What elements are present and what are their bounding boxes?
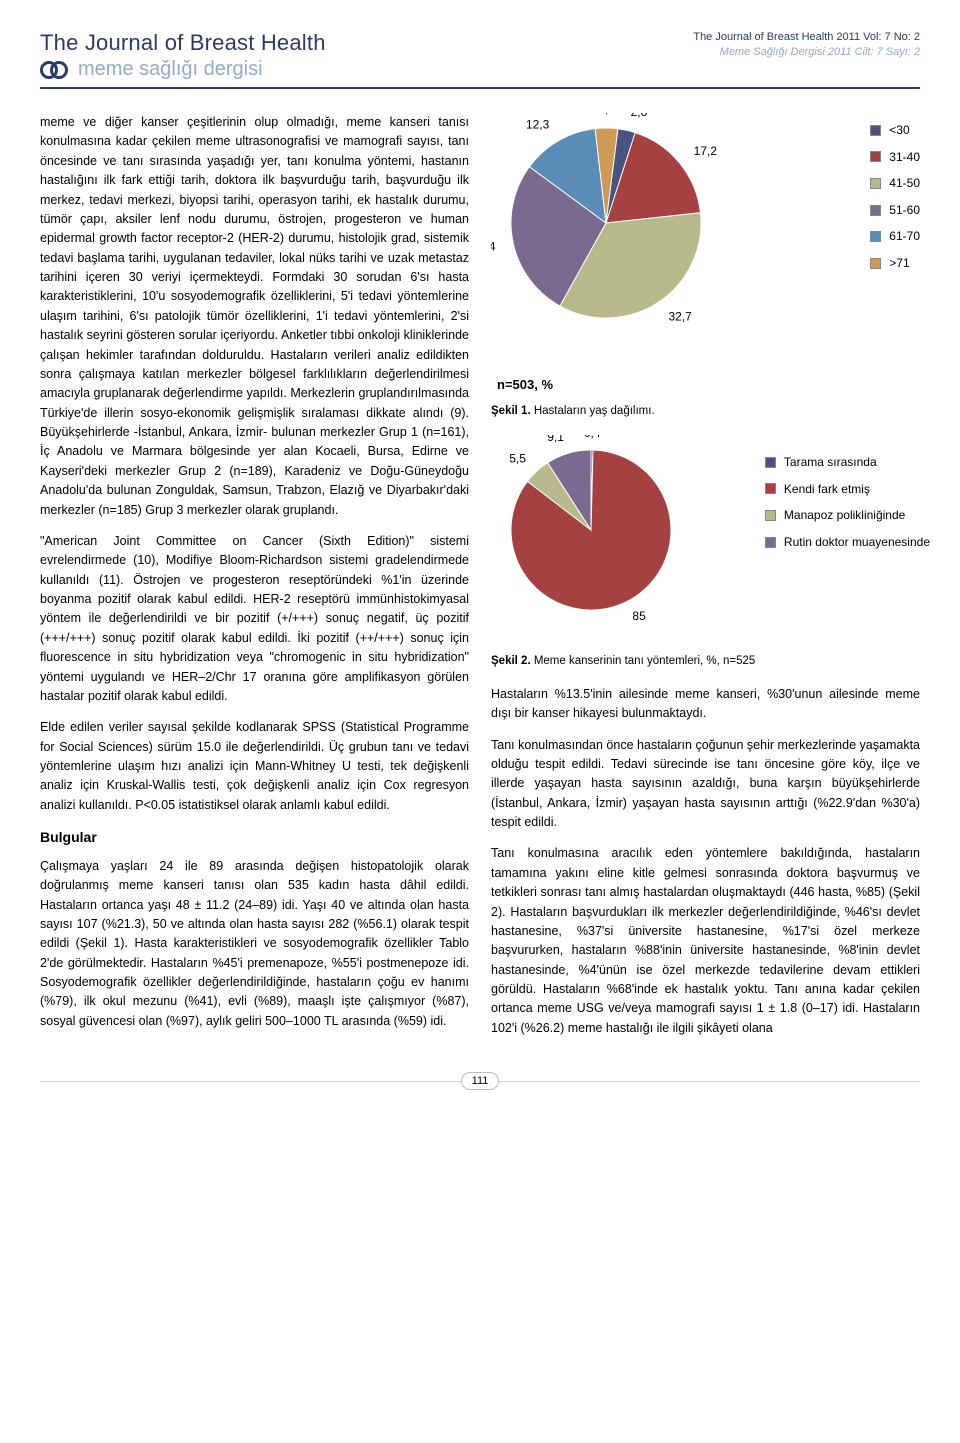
legend-item: 51-60 — [870, 201, 920, 220]
svg-text:9,1: 9,1 — [547, 435, 564, 444]
journal-title-tr: meme sağlığı dergisi — [78, 58, 263, 81]
svg-text:3,6: 3,6 — [598, 113, 615, 116]
legend-swatch-icon — [765, 510, 776, 521]
legend-label: Manapoz polikliniğinde — [784, 506, 905, 525]
issue-info: The Journal of Breast Health 2011 Vol: 7… — [693, 30, 920, 61]
body-paragraph: Tanı konulmasından önce hastaların çoğun… — [491, 736, 920, 833]
svg-text:32,7: 32,7 — [669, 309, 693, 323]
issue-en: The Journal of Breast Health 2011 Vol: 7… — [693, 30, 920, 45]
figure-1: 2,8 17,2 32,7 25,4 12,3 3,6 <30 31-40 41-50 51-6… — [491, 113, 920, 421]
page-footer: 111 — [40, 1072, 920, 1090]
journal-logo-block: The Journal of Breast Health meme sağlığ… — [40, 30, 326, 81]
figure-2-caption-head: Şekil 2. — [491, 655, 531, 667]
legend-label: 31-40 — [889, 148, 920, 167]
masthead: The Journal of Breast Health meme sağlığ… — [40, 30, 920, 89]
svg-text:0,4: 0,4 — [584, 435, 601, 440]
body-paragraph: Hastaların %13.5'inin ailesinde meme kan… — [491, 685, 920, 724]
pie-chart-2: 0,4 85 5,5 9,1 — [491, 435, 711, 635]
svg-text:17,2: 17,2 — [694, 144, 718, 158]
column-left: meme ve diğer kanser çeşitlerinin olup o… — [40, 113, 469, 1050]
legend-swatch-icon — [765, 537, 776, 548]
svg-text:12,3: 12,3 — [526, 117, 550, 131]
legend-swatch-icon — [870, 231, 881, 242]
issue-tr: Meme Sağlığı Dergisi 2011 Cilt: 7 Sayı: … — [693, 45, 920, 60]
svg-text:85: 85 — [632, 609, 646, 623]
figure-1-caption-text: Hastaların yaş dağılımı. — [531, 405, 655, 417]
legend-label: 51-60 — [889, 201, 920, 220]
figure-2: 0,4 85 5,5 9,1 Tarama sırasında Kendi fark e… — [491, 435, 920, 671]
body-paragraph: Elde edilen veriler sayısal şekilde kodl… — [40, 718, 469, 815]
legend-swatch-icon — [870, 151, 881, 162]
legend-item: <30 — [870, 121, 920, 140]
legend-swatch-icon — [765, 457, 776, 468]
legend-swatch-icon — [870, 258, 881, 269]
page-number: 111 — [461, 1072, 500, 1090]
legend-item: Tarama sırasında — [765, 453, 930, 472]
legend-label: Tarama sırasında — [784, 453, 877, 472]
column-right: 2,8 17,2 32,7 25,4 12,3 3,6 <30 31-40 41-50 51-6… — [491, 113, 920, 1050]
legend-swatch-icon — [870, 205, 881, 216]
svg-text:25,4: 25,4 — [491, 239, 496, 253]
legend-label: <30 — [889, 121, 909, 140]
body-paragraph: Tanı konulmasına aracılık eden yöntemler… — [491, 844, 920, 1038]
body-paragraph: Çalışmaya yaşları 24 ile 89 arasında değ… — [40, 857, 469, 1031]
legend-item: 61-70 — [870, 227, 920, 246]
svg-text:2,8: 2,8 — [631, 113, 648, 119]
legend-item: Rutin doktor muayenesinde — [765, 533, 930, 552]
legend-swatch-icon — [870, 125, 881, 136]
legend-swatch-icon — [870, 178, 881, 189]
figure-2-caption: Şekil 2. Meme kanserinin tanı yöntemleri… — [491, 653, 920, 671]
legend-item: Kendi fark etmiş — [765, 480, 930, 499]
pie-1-legend: <30 31-40 41-50 51-60 61-70 >71 — [870, 121, 920, 281]
legend-label: Kendi fark etmiş — [784, 480, 870, 499]
logo-rings-icon — [40, 61, 68, 79]
legend-item: 41-50 — [870, 174, 920, 193]
pie-chart-1: 2,8 17,2 32,7 25,4 12,3 3,6 — [491, 113, 811, 363]
legend-item: Manapoz polikliniğinde — [765, 506, 930, 525]
legend-label: 61-70 — [889, 227, 920, 246]
legend-label: >71 — [889, 254, 909, 273]
figure-2-caption-text: Meme kanserinin tanı yöntemleri, %, n=52… — [531, 655, 756, 667]
legend-item: >71 — [870, 254, 920, 273]
body-paragraph: meme ve diğer kanser çeşitlerinin olup o… — [40, 113, 469, 520]
journal-title-en: The Journal of Breast Health — [40, 30, 326, 56]
figure-1-caption-head: Şekil 1. — [491, 405, 531, 417]
svg-text:5,5: 5,5 — [509, 452, 526, 466]
legend-item: 31-40 — [870, 148, 920, 167]
section-heading-bulgular: Bulgular — [40, 827, 469, 849]
pie-2-legend: Tarama sırasında Kendi fark etmiş Manapoz … — [765, 453, 930, 559]
legend-label: 41-50 — [889, 174, 920, 193]
body-paragraph: "American Joint Committee on Cancer (Six… — [40, 532, 469, 706]
legend-label: Rutin doktor muayenesinde — [784, 533, 930, 552]
legend-swatch-icon — [765, 483, 776, 494]
figure-1-caption: Şekil 1. Hastaların yaş dağılımı. — [491, 403, 920, 421]
